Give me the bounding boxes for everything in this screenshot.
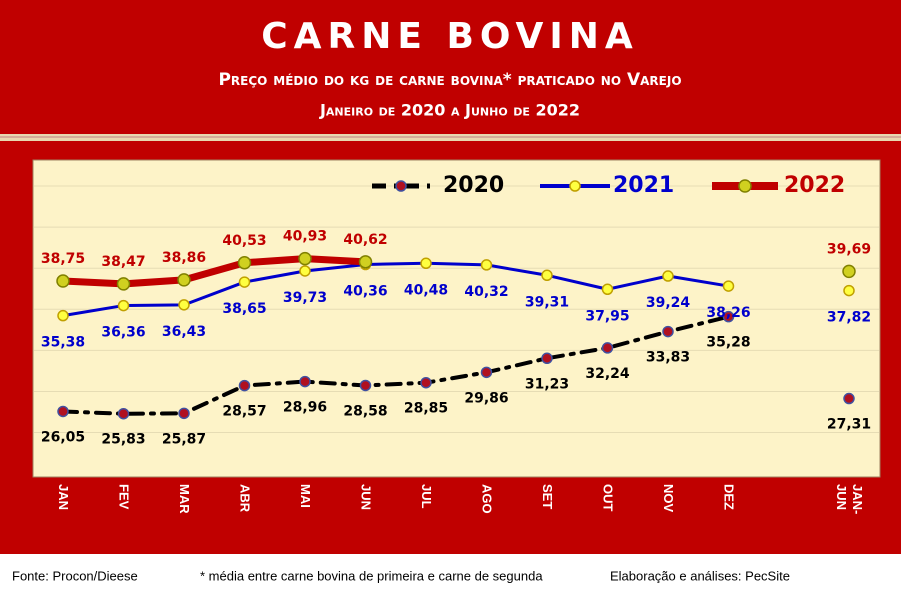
data-label: 37,95 <box>585 308 629 324</box>
point <box>601 283 614 296</box>
point <box>601 342 614 354</box>
chart-title: CARNE BOVINA <box>261 16 639 57</box>
data-label: 28,58 <box>343 403 387 419</box>
data-label: 39,73 <box>283 290 327 306</box>
legend-marker <box>569 180 581 192</box>
point <box>541 269 553 282</box>
point <box>178 407 190 420</box>
x-tick-label: MAR <box>177 484 192 514</box>
data-label: 38,86 <box>162 250 206 266</box>
point <box>57 309 69 322</box>
series-line <box>59 255 369 288</box>
x-tick-label: JUN <box>358 484 374 511</box>
point <box>843 392 855 405</box>
point <box>420 257 432 270</box>
data-label: 36,43 <box>162 324 206 340</box>
point <box>299 375 311 388</box>
data-label: 38,26 <box>706 305 750 321</box>
point <box>420 376 432 389</box>
x-tick-label: JUL <box>419 484 434 509</box>
data-label: 39,31 <box>525 294 569 310</box>
data-label: 40,32 <box>464 284 508 300</box>
point <box>662 325 674 338</box>
legend-marker <box>738 179 752 193</box>
point <box>541 352 553 365</box>
header-bg <box>0 0 901 134</box>
x-tick-label: AGO <box>479 484 495 514</box>
footer-credit: Elaboração e análises: PecSite <box>610 568 790 583</box>
data-label: 33,83 <box>646 350 690 366</box>
point <box>480 366 493 379</box>
point <box>299 265 311 277</box>
data-label: 29,86 <box>464 390 508 406</box>
series-line <box>61 314 731 416</box>
x-tick-label: SET <box>540 484 555 510</box>
point <box>842 264 856 279</box>
data-label: 28,57 <box>222 404 266 420</box>
point <box>843 284 855 297</box>
point <box>56 274 70 288</box>
point <box>359 379 372 392</box>
legend-label: 2022 <box>784 173 845 198</box>
point <box>116 277 131 291</box>
data-label: 36,36 <box>101 325 145 341</box>
legend-marker <box>395 180 407 192</box>
data-label: 38,47 <box>101 254 145 270</box>
data-label: 38,75 <box>41 251 85 267</box>
data-label: 26,05 <box>41 429 85 445</box>
legend-label: 2020 <box>443 173 504 198</box>
data-label: 40,36 <box>343 284 387 300</box>
data-label: 25,87 <box>162 431 206 447</box>
data-label: 35,38 <box>41 335 85 351</box>
point <box>177 273 191 287</box>
point <box>298 251 312 266</box>
data-label: 40,48 <box>404 282 448 298</box>
point <box>480 259 493 271</box>
point <box>238 276 251 288</box>
subtitle: Preço médio do kg de carne bovina* prati… <box>218 70 681 90</box>
point <box>662 270 674 282</box>
data-label: 40,62 <box>343 232 387 248</box>
data-label: 27,31 <box>827 417 871 433</box>
data-label: 39,24 <box>646 295 691 311</box>
x-tick-label: ABR <box>237 484 253 513</box>
data-label: 37,82 <box>827 310 871 326</box>
point <box>117 299 130 312</box>
subtitle: Janeiro de 2020 a Junho de 2022 <box>319 101 580 120</box>
point <box>117 407 130 420</box>
data-label: 40,93 <box>283 229 327 245</box>
point <box>358 255 373 269</box>
x-tick-label: MAI <box>298 484 313 508</box>
x-tick-label: NOV <box>661 484 676 513</box>
point <box>57 405 69 418</box>
legend-label: 2021 <box>613 173 674 198</box>
x-tick-label: DEZ <box>721 484 737 510</box>
data-label: 28,85 <box>404 401 448 417</box>
plot-bg <box>32 159 881 478</box>
data-label: 25,83 <box>101 432 145 448</box>
data-label: 32,24 <box>585 366 630 382</box>
point <box>722 280 735 292</box>
x-tick-label: FEV <box>116 484 132 510</box>
series-line <box>61 261 730 318</box>
footer-source: Fonte: Procon/Dieese <box>12 568 138 583</box>
footer-note: * média entre carne bovina de primeira e… <box>200 568 543 583</box>
data-label: 39,69 <box>827 241 871 257</box>
point <box>722 310 735 323</box>
x-tick-label: OUT <box>600 484 616 512</box>
data-label: 35,28 <box>706 335 750 351</box>
x-tick-label: JAN <box>56 484 71 511</box>
x-tick-label: JAN-JUN <box>834 484 865 515</box>
point <box>237 256 252 270</box>
point <box>238 379 251 392</box>
point <box>178 299 190 311</box>
data-label: 31,23 <box>525 376 569 392</box>
data-label: 40,53 <box>222 233 266 249</box>
data-label: 28,96 <box>283 400 327 416</box>
data-label: 38,65 <box>222 301 266 317</box>
